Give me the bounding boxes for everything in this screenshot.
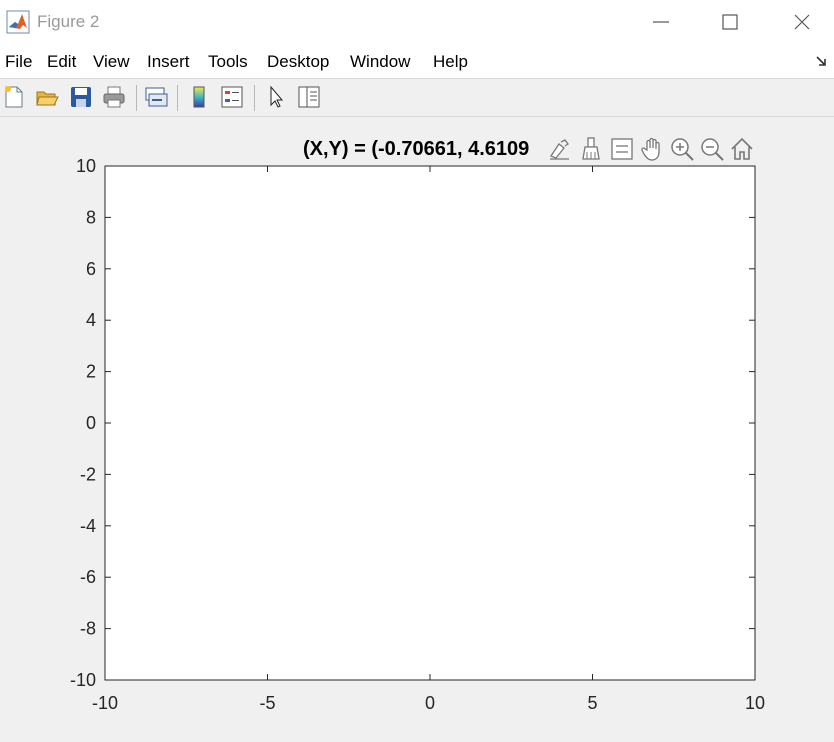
restore-view-button[interactable]	[728, 135, 756, 163]
axes-toolbar	[546, 133, 758, 165]
menu-view[interactable]: View	[93, 52, 130, 71]
insert-legend-icon	[221, 86, 243, 108]
zoom-out-button[interactable]	[698, 135, 726, 163]
new-figure-button[interactable]	[0, 83, 28, 111]
data-brush-icon	[582, 137, 600, 160]
matlab-logo-icon	[6, 10, 30, 34]
toolbar-separator	[136, 85, 137, 111]
x-tick-label: 5	[587, 693, 597, 713]
y-tick-label: -10	[70, 670, 96, 690]
link-plot-icon	[145, 87, 168, 107]
insert-legend-button[interactable]	[218, 83, 246, 111]
y-tick-label: 6	[86, 259, 96, 279]
maximize-button[interactable]	[700, 0, 760, 44]
insert-colorbar-button[interactable]	[185, 83, 213, 111]
close-button[interactable]	[772, 0, 832, 44]
insert-colorbar-icon	[193, 86, 205, 108]
y-tick-label: -6	[80, 567, 96, 587]
menu-insert[interactable]: Insert	[147, 52, 190, 71]
x-tick-label: 10	[745, 693, 765, 713]
data-brush-button[interactable]	[577, 135, 605, 163]
minimize-icon	[653, 21, 669, 23]
toolbar-separator	[177, 85, 178, 111]
menu-bar: File Edit View Insert Tools Desktop Wind…	[0, 44, 834, 79]
menu-help[interactable]: Help	[433, 52, 468, 71]
menu-desktop[interactable]: Desktop	[267, 52, 330, 71]
property-inspector-icon	[298, 86, 320, 108]
x-tick-label: 0	[425, 693, 435, 713]
y-tick-label: -2	[80, 464, 96, 484]
print-icon	[103, 86, 125, 108]
window-title: Figure 2	[37, 12, 100, 31]
save-button[interactable]	[67, 83, 95, 111]
menu-file[interactable]: File	[5, 52, 33, 71]
y-tick-label: 0	[86, 413, 96, 433]
brush-edit-icon	[550, 139, 569, 160]
title-bar: Figure 2	[0, 0, 834, 44]
toolbar-separator	[254, 85, 255, 111]
x-tick-label: -10	[92, 693, 118, 713]
zoom-in-icon	[671, 138, 694, 161]
data-tips-button[interactable]	[608, 135, 636, 163]
save-icon	[71, 87, 91, 107]
print-button[interactable]	[100, 83, 128, 111]
maximize-icon	[722, 14, 738, 30]
menu-edit[interactable]: Edit	[47, 52, 77, 71]
coordinate-readout: (X,Y) = (-0.70661, 4.6109	[303, 138, 530, 160]
edit-plot-arrow-icon	[270, 85, 284, 108]
zoom-in-button[interactable]	[668, 135, 696, 163]
new-figure-icon	[5, 86, 23, 108]
data-tips-icon	[611, 138, 633, 160]
axes-box	[104, 165, 756, 681]
y-tick-label: 8	[86, 207, 96, 227]
zoom-out-icon	[701, 138, 724, 161]
figure-toolbar	[0, 79, 834, 117]
open-file-button[interactable]	[33, 83, 61, 111]
edit-plot-button[interactable]	[262, 83, 290, 111]
menu-tools[interactable]: Tools	[208, 52, 248, 71]
dock-arrow-icon[interactable]	[814, 53, 830, 69]
restore-view-home-icon	[731, 137, 753, 160]
menu-window[interactable]: Window	[350, 52, 411, 71]
y-tick-label: 4	[86, 310, 96, 330]
x-tick-label: -5	[259, 693, 275, 713]
y-tick-label: 2	[86, 362, 96, 382]
minimize-button[interactable]	[631, 0, 691, 44]
y-tick-label: 10	[76, 156, 96, 176]
close-icon	[794, 14, 810, 30]
open-file-icon	[36, 91, 59, 106]
y-tick-label: -8	[80, 619, 96, 639]
pan-button[interactable]	[638, 135, 666, 163]
pan-hand-icon	[641, 137, 660, 161]
property-inspector-button[interactable]	[295, 83, 323, 111]
y-tick-label: -4	[80, 516, 96, 536]
link-plot-button[interactable]	[142, 83, 170, 111]
brush-edit-button[interactable]	[546, 135, 574, 163]
